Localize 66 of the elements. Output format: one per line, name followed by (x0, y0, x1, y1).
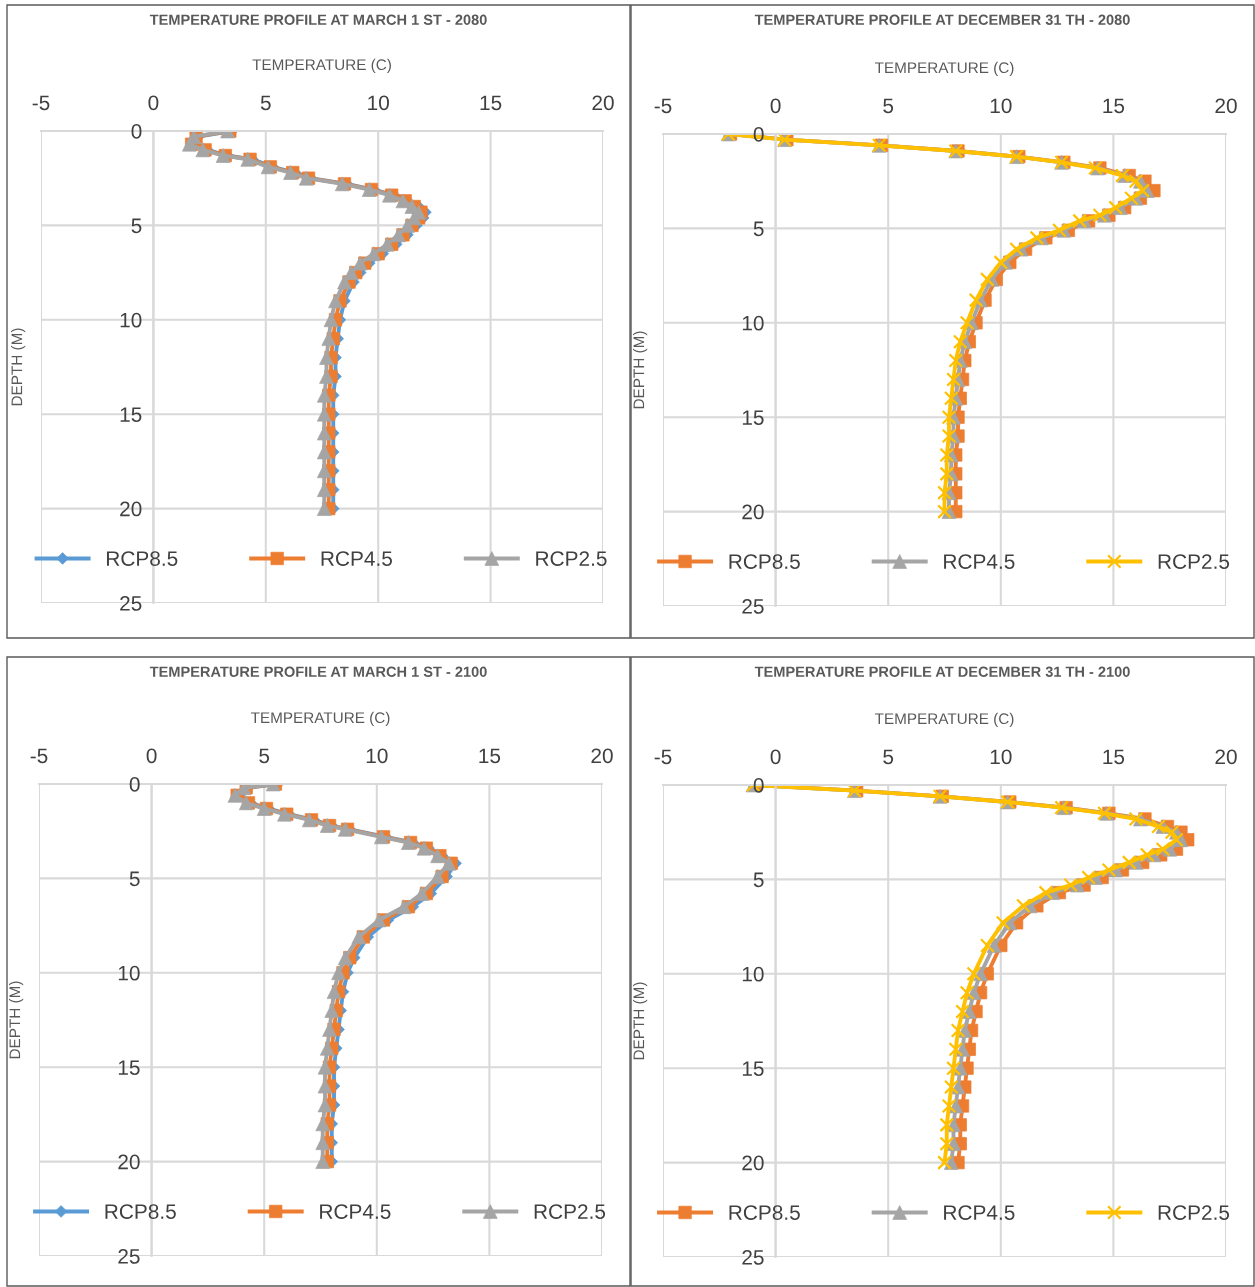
legend-label: RCP2.5 (1158, 554, 1230, 569)
y-tick-label: 0 (131, 124, 142, 139)
legend-label: RCP2.5 (534, 1204, 606, 1219)
y-axis-title: DEPTH (M) (632, 982, 648, 1060)
legend-label: RCP8.5 (729, 1205, 800, 1220)
x-tick-label: 15 (1103, 98, 1125, 114)
legend-label: RCP4.5 (944, 1205, 1015, 1220)
x-tick-label: 5 (883, 98, 894, 114)
y-tick-label: 25 (120, 596, 142, 611)
chart-title: TEMPERATURE PROFILE AT DECEMBER 31 TH - 2100 (754, 666, 1130, 677)
x-tick-label: -5 (654, 98, 672, 114)
x-tick-label: 20 (1215, 749, 1237, 765)
y-axis-title: DEPTH (M) (8, 981, 24, 1059)
legend-label: RCP8.5 (107, 551, 178, 566)
y-tick-label: 15 (742, 1061, 764, 1076)
y-tick-label: 20 (742, 1155, 764, 1171)
y-axis-title: DEPTH (M) (632, 331, 648, 409)
x-tick-label: 0 (146, 748, 157, 764)
legend-label: RCP4.5 (320, 1204, 391, 1219)
legend-label: RCP8.5 (105, 1204, 176, 1219)
chart-title: TEMPERATURE PROFILE AT MARCH 1 ST - 2080 (149, 14, 487, 25)
y-tick-label: 5 (129, 871, 140, 887)
x-tick-label: 10 (990, 749, 1012, 765)
x-tick-label: -5 (654, 749, 672, 765)
y-tick-label: 0 (129, 777, 140, 792)
x-tick-label: 0 (770, 98, 781, 114)
x-tick-label: -5 (32, 95, 50, 111)
x-tick-label: 5 (883, 749, 894, 765)
x-axis-title: TEMPERATURE (C) (252, 58, 391, 74)
x-axis-title: TEMPERATURE (C) (874, 61, 1014, 77)
x-tick-label: 15 (479, 748, 501, 764)
x-tick-label: 20 (591, 748, 613, 764)
y-tick-label: 10 (742, 966, 764, 982)
x-tick-label: -5 (30, 748, 48, 764)
x-tick-label: 15 (1103, 749, 1125, 765)
x-tick-label: 5 (259, 748, 270, 764)
legend-label: RCP2.5 (536, 551, 607, 566)
x-tick-label: 5 (260, 95, 271, 111)
y-tick-label: 25 (742, 599, 764, 614)
y-axis-title: DEPTH (M) (11, 328, 26, 406)
legend-label: RCP8.5 (729, 554, 800, 569)
chart-title: TEMPERATURE PROFILE AT DECEMBER 31 TH - 2080 (754, 14, 1130, 25)
y-tick-label: 10 (120, 312, 142, 328)
x-axis-title: TEMPERATURE (C) (250, 711, 390, 727)
x-tick-label: 20 (592, 95, 614, 111)
y-tick-label: 5 (753, 872, 764, 888)
legend-label: RCP2.5 (1158, 1205, 1230, 1220)
y-tick-label: 5 (131, 218, 142, 234)
x-tick-label: 10 (366, 748, 388, 764)
y-tick-label: 25 (742, 1250, 764, 1265)
x-tick-label: 0 (770, 749, 781, 765)
y-tick-label: 20 (120, 501, 142, 517)
x-tick-label: 10 (368, 95, 389, 111)
y-tick-label: 15 (118, 1060, 140, 1075)
legend-label: RCP4.5 (321, 551, 392, 566)
x-tick-label: 20 (1215, 98, 1237, 114)
x-tick-label: 0 (148, 95, 159, 111)
y-tick-label: 10 (118, 965, 140, 981)
y-tick-label: 25 (118, 1249, 140, 1264)
x-tick-label: 10 (990, 98, 1012, 114)
x-tick-label: 15 (480, 95, 502, 111)
legend-label: RCP4.5 (944, 554, 1015, 569)
y-tick-label: 15 (120, 407, 142, 422)
y-tick-label: 20 (118, 1154, 140, 1170)
chart-title: TEMPERATURE PROFILE AT MARCH 1 ST - 2100 (149, 666, 487, 677)
x-axis-title: TEMPERATURE (C) (874, 712, 1014, 728)
